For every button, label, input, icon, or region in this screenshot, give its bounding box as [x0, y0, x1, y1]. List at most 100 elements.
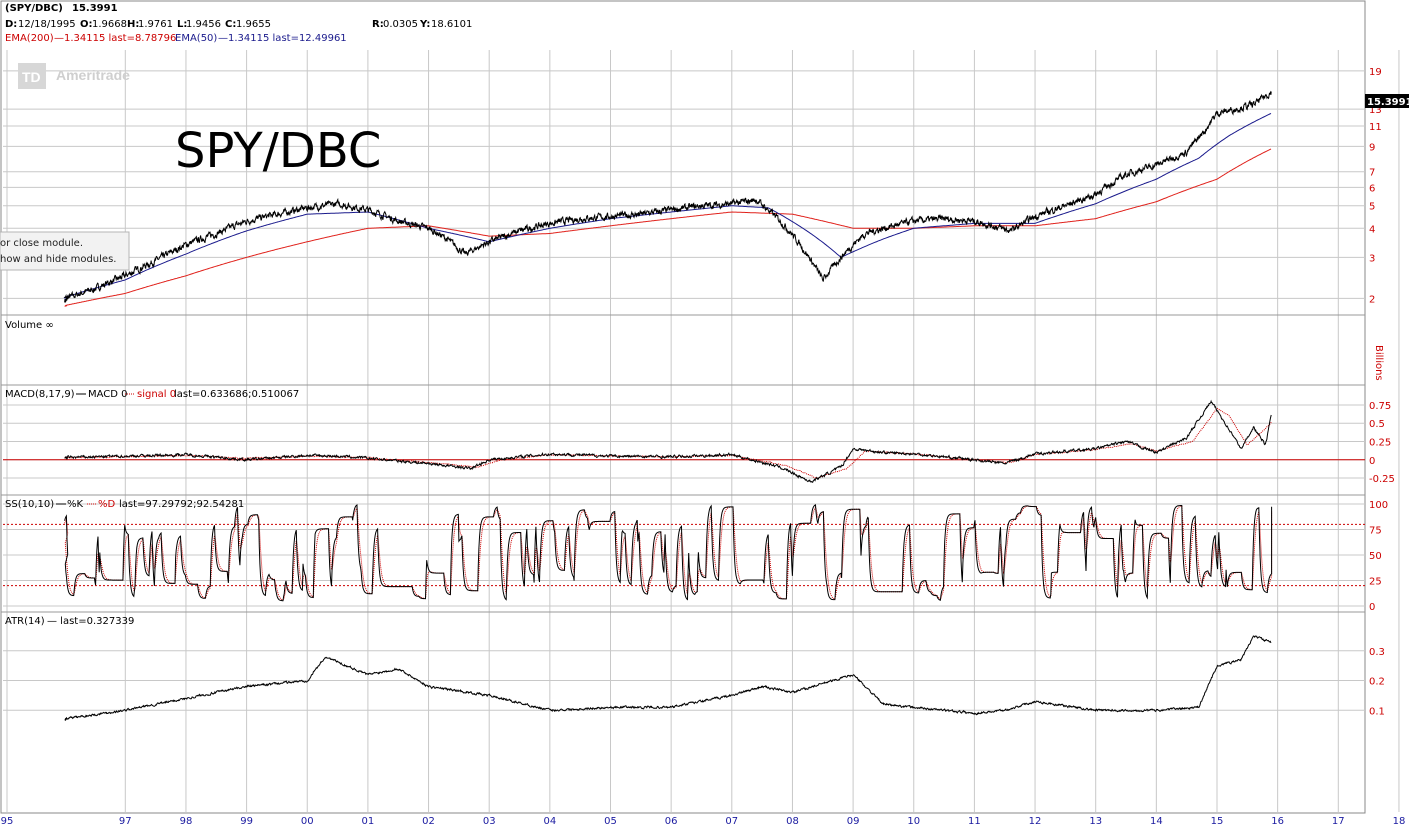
x-tick-label: 97: [119, 816, 132, 827]
ohlc-readout: D: 12/18/1995 O: 1.9668 H: 1.9761 L: 1.9…: [5, 19, 472, 30]
x-tick-label: 10: [907, 816, 920, 827]
x-tick-label: 13: [1089, 816, 1102, 827]
tooltip-box: [0, 231, 130, 271]
macd-label: MACD(8,17,9): [5, 389, 75, 400]
r-label: R:: [372, 19, 384, 30]
x-tick-label: 95: [1, 816, 14, 827]
x-tick-label: 05: [604, 816, 617, 827]
x-tick-label: 11: [968, 816, 981, 827]
volume-label: Volume ∞: [5, 320, 54, 331]
ema200-legend: EMA(200): [5, 33, 54, 44]
y-tick-label: 25: [1369, 577, 1382, 588]
chart-frame: [0, 0, 1366, 814]
ema200-legend-values: —1.34115 last=8.78796: [54, 33, 176, 44]
x-tick-label: 04: [543, 816, 556, 827]
symbol-last: 15.3991: [72, 3, 118, 14]
x-tick-label: 02: [422, 816, 435, 827]
x-tick-label: 08: [786, 816, 799, 827]
ss-label: SS(10,10): [5, 499, 54, 510]
ss-legend: SS(10,10) %K %D last=97.29792;92.54281: [5, 499, 244, 510]
panel-dividers: [1, 314, 1365, 613]
y-tick-label: 0: [1369, 602, 1375, 613]
price-line: [63, 90, 1272, 304]
y-tick-label: 0.5: [1369, 419, 1385, 430]
tooltip: or close module. how and hide modules.: [0, 231, 130, 271]
macd-signal-name: signal 0: [137, 389, 176, 400]
y-tick-label: 6: [1369, 183, 1375, 194]
x-tick-label: 09: [847, 816, 860, 827]
watermark-text: Ameritrade: [56, 67, 130, 83]
low-label: L:: [177, 19, 187, 30]
y-tick-label: 0.1: [1369, 706, 1385, 717]
y-value: 18.6101: [431, 19, 472, 30]
ema-legend: EMA(200) —1.34115 last=8.78796 EMA(50) —…: [5, 33, 347, 44]
date-value: 12/18/1995: [18, 19, 76, 30]
x-tick-label: 01: [362, 816, 375, 827]
macd-signal-line: [64, 407, 1272, 479]
y-tick-label: 3: [1369, 253, 1375, 264]
y-tick-label: 100: [1369, 500, 1388, 511]
series-layer: [3, 90, 1365, 721]
y-axes: 2 3 4 5 6 7 9 11 13 19 -0.25 0 0.25 0.5 0.75 0 25 50 75 100…: [1369, 67, 1395, 717]
td-logo-icon: [18, 63, 46, 89]
x-tick-label: 16: [1271, 816, 1284, 827]
x-tick-label: 18: [1393, 816, 1406, 827]
x-tick-label: 06: [665, 816, 678, 827]
atr-legend: ATR(14) — last=0.327339: [5, 616, 134, 627]
macd-values: last=0.633686;0.510067: [174, 389, 299, 400]
y-tick-label: 9: [1369, 142, 1375, 153]
y-tick-label: 0.75: [1369, 401, 1391, 412]
grid: [3, 50, 1400, 812]
atr-values: — last=0.327339: [47, 616, 134, 627]
macd-line-name: MACD 0: [88, 389, 128, 400]
ss-d-name: %D: [98, 499, 116, 510]
price-badge-bg: [1365, 94, 1409, 108]
close-value: 1.9655: [236, 19, 271, 30]
y-tick-label: 7: [1369, 168, 1375, 179]
price-badge-text: 15.3991: [1367, 97, 1409, 108]
y-tick-label: 75: [1369, 526, 1382, 537]
x-tick-label: 98: [180, 816, 193, 827]
ameritrade-logo: TD Ameritrade: [18, 63, 130, 89]
ema50-legend: EMA(50): [175, 33, 217, 44]
y-tick-label: 11: [1369, 122, 1382, 133]
y-label: Y:: [419, 19, 430, 30]
x-tick-label: 15: [1211, 816, 1224, 827]
y-tick-label: 0.2: [1369, 677, 1385, 688]
billions-label: Billions: [1373, 345, 1384, 381]
high-label: H:: [127, 19, 139, 30]
x-tick-label: 99: [240, 816, 253, 827]
ss-values: last=97.29792;92.54281: [119, 499, 244, 510]
atr-label: ATR(14): [5, 616, 45, 627]
r-value: 0.0305: [383, 19, 418, 30]
x-tick-label: 07: [725, 816, 738, 827]
y-tick-label: 0.25: [1369, 438, 1391, 449]
ema200-line: [64, 148, 1272, 307]
big-title: SPY/DBC: [175, 123, 381, 179]
x-tick-label: 03: [483, 816, 496, 827]
x-tick-label: 12: [1029, 816, 1042, 827]
atr-line: [64, 635, 1272, 721]
open-label: O:: [80, 19, 93, 30]
price-badge: 15.3991: [1365, 94, 1409, 108]
tooltip-line-1: or close module.: [0, 238, 83, 249]
y-tick-label: 0: [1369, 456, 1375, 467]
tooltip-line-2: how and hide modules.: [0, 254, 116, 265]
symbol-label: (SPY/DBC): [5, 3, 63, 14]
ss-d-line: [64, 505, 1273, 601]
macd-line: [64, 399, 1272, 483]
open-value: 1.9668: [92, 19, 127, 30]
macd-legend: MACD(8,17,9) MACD 0 signal 0 last=0.6336…: [5, 389, 299, 400]
date-label: D:: [5, 19, 17, 30]
y-tick-label: 13: [1369, 105, 1382, 116]
td-logo-letters: TD: [22, 69, 41, 85]
ema50-legend-values: —1.34115 last=12.49961: [218, 33, 347, 44]
y-tick-label: -0.25: [1369, 474, 1395, 485]
x-tick-label: 00: [301, 816, 314, 827]
y-tick-label: 2: [1369, 294, 1375, 305]
y-tick-label: 0.3: [1369, 647, 1385, 658]
x-tick-label: 17: [1332, 816, 1345, 827]
high-value: 1.9761: [138, 19, 173, 30]
y-tick-label: 50: [1369, 551, 1382, 562]
